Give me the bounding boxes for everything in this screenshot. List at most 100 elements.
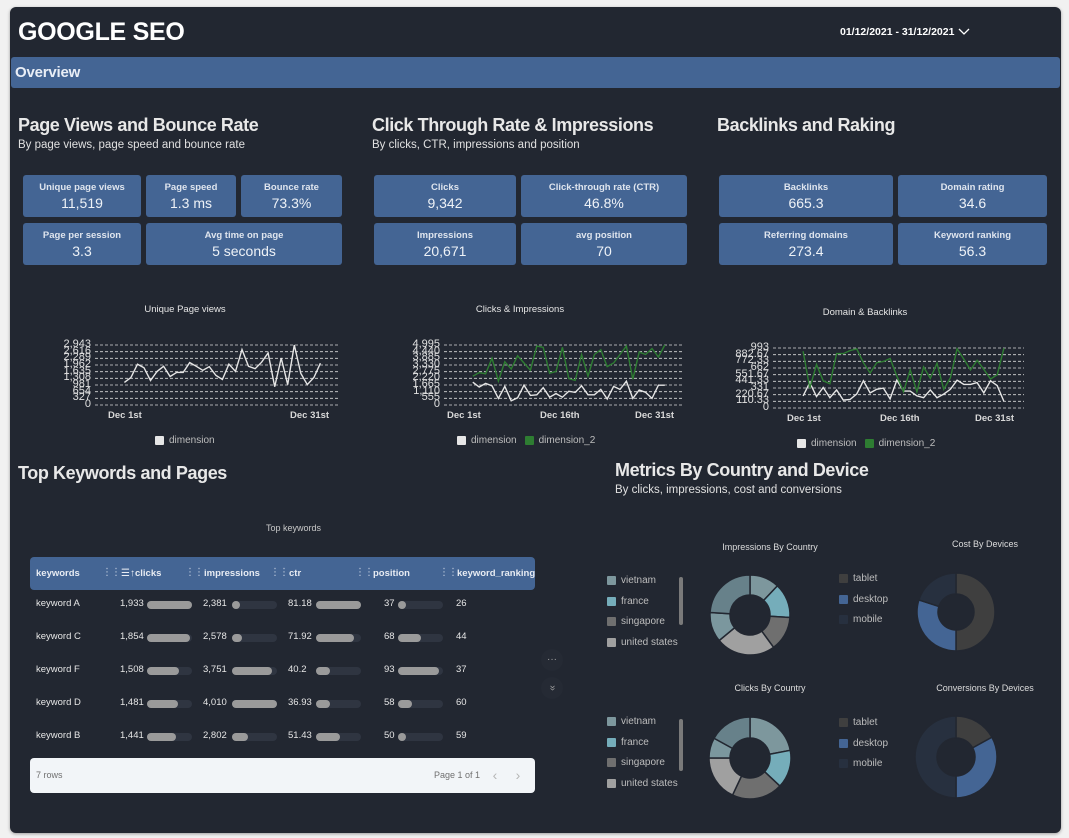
bar-track <box>316 700 361 708</box>
bar-track <box>398 667 443 675</box>
legend-label: tablet <box>853 573 878 584</box>
kpi-value: 9,342 <box>427 195 463 211</box>
y-tick-label: 1,110 <box>413 384 440 397</box>
y-tick-label: 2,775 <box>412 364 440 377</box>
kpi-avg-time-on-page: Avg time on page 5 seconds <box>146 223 342 265</box>
legend-item-united-states[interactable]: united states <box>607 637 678 648</box>
legend-label: vietnam <box>621 716 657 727</box>
legend-item-desktop[interactable]: desktop <box>839 594 888 605</box>
bar-fill <box>232 667 272 675</box>
bar-track <box>147 634 192 642</box>
dashboard-card: GOOGLE SEO 01/12/2021 - 31/12/2021 Overv… <box>10 7 1061 833</box>
expand-down-icon[interactable]: » <box>541 677 563 699</box>
donut-slice-tablet <box>955 572 996 652</box>
kpi-value: 20,671 <box>423 243 467 259</box>
y-tick-label: 1,635 <box>63 364 91 377</box>
legend-swatch <box>607 617 616 626</box>
legend-label: desktop <box>853 593 889 605</box>
legend-item-desktop[interactable]: desktop <box>839 738 888 749</box>
kpi-label: Bounce rate <box>264 182 319 193</box>
column-drag-handle-icon[interactable]: ⋮⋮ <box>270 567 289 578</box>
column-header-keyword-ranking[interactable]: keyword_ranking <box>457 568 536 579</box>
cell-ctr: 71.92 <box>288 631 312 642</box>
legend-item-singapore[interactable]: singapore <box>607 757 665 768</box>
legend-item-united-states[interactable]: united states <box>607 778 678 789</box>
y-tick-label: 882.67 <box>735 347 769 360</box>
legend-swatch <box>607 758 616 767</box>
donut-title-conversions: Conversions By Devices <box>936 683 1034 693</box>
legend-swatch-dimension-2 <box>864 439 874 448</box>
legend-item-mobile[interactable]: mobile <box>839 758 882 769</box>
bar-fill <box>316 634 355 642</box>
legend-item-mobile[interactable]: mobile <box>839 614 882 625</box>
legend-swatch <box>839 718 848 727</box>
legend-item-tablet[interactable]: tablet <box>839 573 877 584</box>
kpi-unique-page-views: Unique page views 11,519 <box>23 175 141 217</box>
bar-fill <box>147 601 192 609</box>
donut-slice-desktop <box>916 599 957 652</box>
legend-item-singapore[interactable]: singapore <box>607 616 665 627</box>
x-tick-dec-1: Dec 1st <box>108 410 142 421</box>
kpi-backlinks: Backlinks 665.3 <box>719 175 893 217</box>
chart-legend: dimension <box>155 435 215 446</box>
bar-fill <box>398 634 421 642</box>
column-header-clicks[interactable]: ☰↑clicks <box>121 568 161 579</box>
kpi-label: Keyword ranking <box>933 230 1012 241</box>
column-drag-handle-icon[interactable]: ⋮⋮ <box>439 567 458 578</box>
y-tick-label: 555 <box>421 391 440 404</box>
legend-scrollbar[interactable] <box>679 719 683 771</box>
column-drag-handle-icon[interactable]: ⋮⋮ <box>185 567 204 578</box>
bar-track <box>398 601 443 609</box>
legend-label: dimension_2 <box>538 435 596 446</box>
y-tick-label: 4,995 <box>412 338 440 350</box>
kpi-label: Avg time on page <box>204 230 284 241</box>
bar-track <box>147 700 192 708</box>
section-title-backlinks: Backlinks and Raking <box>717 115 896 135</box>
column-header-label: clicks <box>134 568 162 579</box>
legend-swatch <box>607 576 616 585</box>
column-header-impressions[interactable]: impressions <box>204 568 260 579</box>
cell-clicks: 1,508 <box>120 664 144 675</box>
legend-item-france[interactable]: france <box>607 596 649 607</box>
donut-slice-mobile <box>914 715 957 799</box>
next-page-button[interactable]: › <box>515 767 521 783</box>
x-tick-dec-1: Dec 1st <box>447 410 481 421</box>
prev-page-button[interactable]: ‹ <box>492 767 498 783</box>
bar-track <box>316 733 361 741</box>
bar-track <box>232 700 277 708</box>
legend-scrollbar[interactable] <box>679 577 683 625</box>
bar-track <box>398 733 443 741</box>
column-header-keywords[interactable]: keywords <box>36 568 80 579</box>
section-subtitle-ctr: By clicks, CTR, impressions and position <box>372 139 580 151</box>
legend-item-vietnam[interactable]: vietnam <box>607 575 656 586</box>
y-tick-label: 4,440 <box>412 344 440 357</box>
column-drag-handle-icon[interactable]: ⋮⋮ <box>355 567 374 578</box>
column-header-ctr[interactable]: ctr <box>289 568 302 579</box>
cell-ctr: 36.93 <box>288 697 312 708</box>
kpi-label: Page per session <box>42 230 122 241</box>
more-options-button[interactable]: ··· <box>541 649 563 671</box>
series-line-dimension_2 <box>802 347 1005 395</box>
series-line-dimension <box>472 379 665 402</box>
chart-title-unique-page-views: Unique Page views <box>144 304 226 315</box>
legend-swatch <box>839 594 848 604</box>
cell-clicks: 1,854 <box>120 631 144 642</box>
x-tick-dec-1: Dec 1st <box>787 413 821 424</box>
kpi-label: Click-through rate (CTR) <box>548 182 660 193</box>
bar-fill <box>398 700 413 708</box>
legend-item-tablet[interactable]: tablet <box>839 717 877 728</box>
legend-item-france[interactable]: france <box>607 737 649 748</box>
date-range-picker[interactable]: 01/12/2021 - 31/12/2021 <box>840 26 970 38</box>
kpi-bounce-rate: Bounce rate 73.3% <box>241 175 342 217</box>
legend-label: france <box>621 736 649 748</box>
legend-label: dimension <box>811 438 857 449</box>
column-drag-handle-icon[interactable]: ⋮⋮ <box>102 567 121 578</box>
y-tick-label: 981 <box>72 378 91 390</box>
legend-item-vietnam[interactable]: vietnam <box>607 716 656 727</box>
y-tick-label: 327 <box>72 391 91 404</box>
y-tick-label: 3,330 <box>412 358 440 370</box>
page-indicator: Page 1 of 1 <box>434 770 481 780</box>
y-tick-label: 0 <box>84 398 91 410</box>
legend-label: dimension_2 <box>878 438 936 449</box>
column-header-position[interactable]: position <box>373 568 410 579</box>
